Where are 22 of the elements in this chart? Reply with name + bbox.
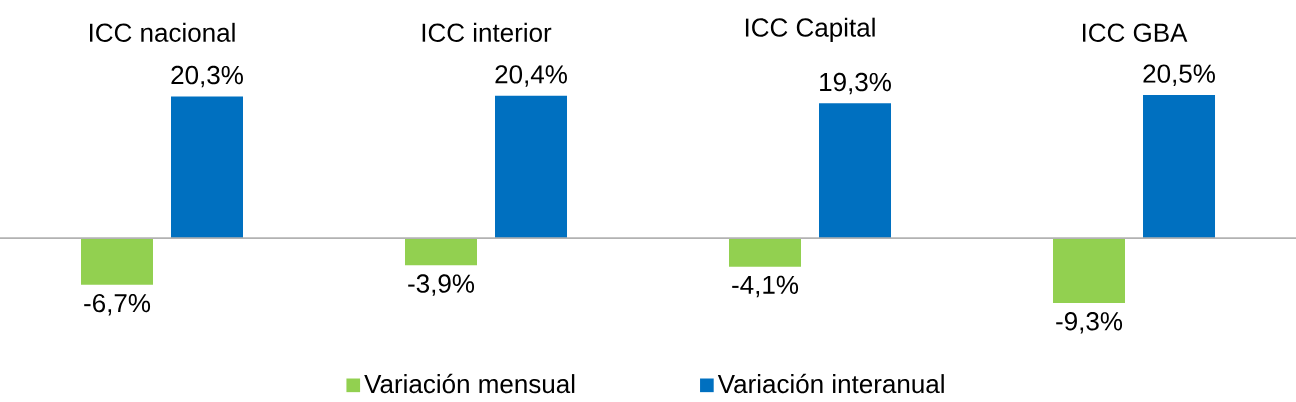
- x-tick-label: ICC Capital: [745, 17, 875, 42]
- data-label: -4,1%: [732, 275, 799, 298]
- legend-label: Variación mensual: [364, 373, 575, 394]
- data-label: -6,7%: [84, 293, 151, 316]
- data-label: -9,3%: [1056, 312, 1123, 334]
- bar: [819, 103, 892, 239]
- data-label: 20,3%: [171, 65, 243, 88]
- bar: [81, 238, 153, 285]
- bar: [171, 96, 243, 239]
- bar: [729, 238, 802, 267]
- x-tick-label: ICC interior: [422, 22, 552, 42]
- x-tick-label: ICC nacional: [89, 22, 235, 42]
- bar: [405, 238, 477, 266]
- data-label: 19,3%: [820, 72, 891, 95]
- data-label: 20,5%: [1143, 64, 1215, 86]
- data-label: 20,4%: [495, 65, 567, 87]
- x-tick-label: ICC GBA: [1082, 23, 1188, 42]
- data-label: -3,9%: [408, 274, 475, 296]
- bar: [495, 95, 568, 239]
- bar: [1053, 238, 1125, 303]
- legend-label: Variación interanual: [717, 373, 944, 394]
- bar: [1143, 95, 1216, 239]
